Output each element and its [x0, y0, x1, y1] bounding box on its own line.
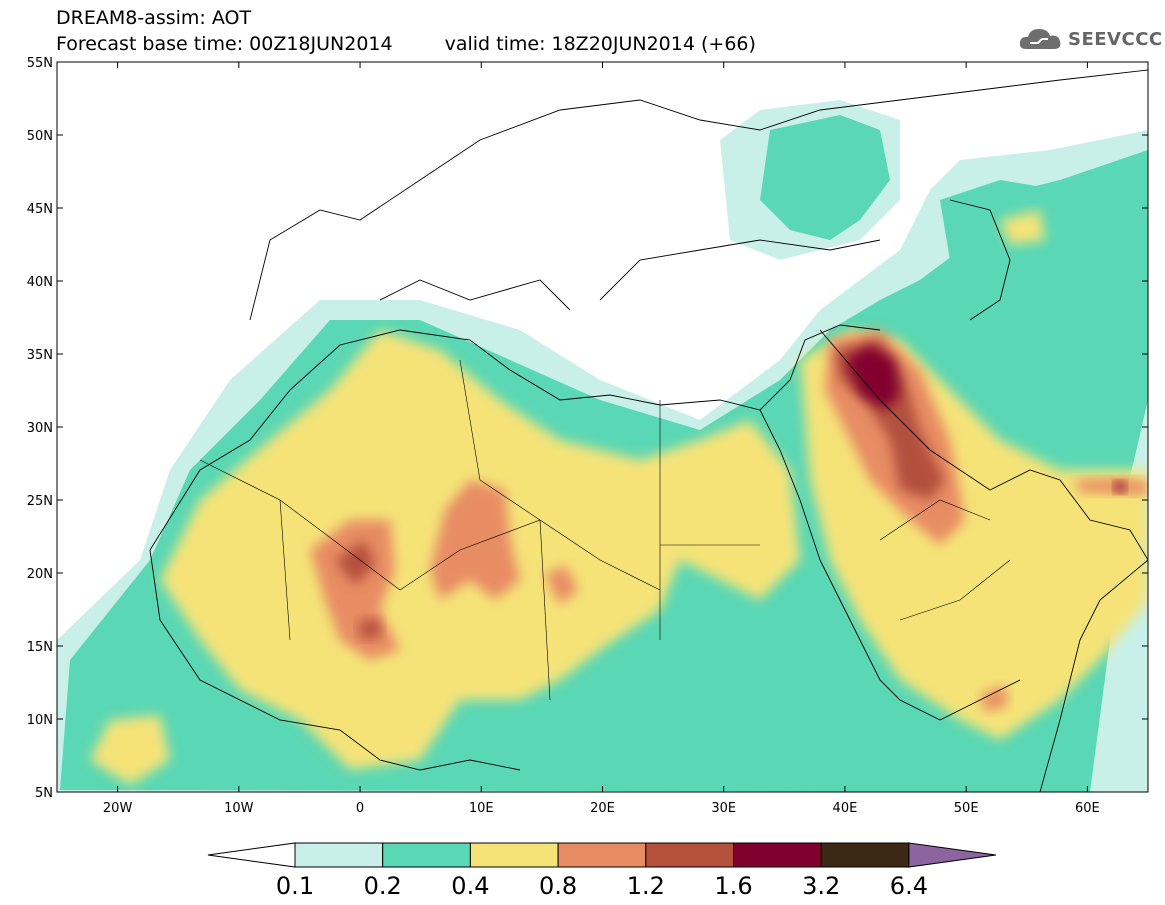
colorbar-label: 1.2	[626, 872, 665, 900]
lat-tick-label: 40N	[27, 275, 53, 290]
colorbar-label: 3.2	[802, 872, 841, 900]
lon-tick-label: 30E	[711, 801, 736, 816]
lon-tick-label: 0	[356, 801, 364, 816]
lat-tick-label: 45N	[27, 202, 53, 217]
colorbar-box	[645, 842, 734, 868]
lat-tick-label: 10N	[27, 713, 53, 728]
colorbar-label: 0.4	[451, 872, 490, 900]
lat-tick-label: 20N	[27, 567, 53, 582]
lat-tick-label: 5N	[35, 786, 53, 801]
lat-tick-label: 35N	[27, 348, 53, 363]
colorbar-label: 1.6	[714, 872, 753, 900]
lat-tick-label: 50N	[27, 129, 53, 144]
base-time: Forecast base time: 00Z18JUN2014	[56, 33, 393, 55]
lon-tick-label: 20E	[590, 801, 615, 816]
aot-contour-0-2b	[760, 115, 890, 240]
colorbar-low-triangle	[207, 842, 296, 868]
aot-field	[57, 100, 1148, 792]
chart-title: DREAM8-assim: AOT	[56, 7, 252, 29]
colorbar-box	[820, 842, 910, 868]
lat-tick-label: 25N	[27, 494, 53, 509]
lon-tick-label: 20W	[103, 801, 133, 816]
colorbar-box	[733, 842, 822, 868]
lon-tick-label: 10E	[469, 801, 494, 816]
aot-contour-0-8c	[545, 565, 578, 605]
colorbar-high-triangle	[908, 842, 996, 868]
lat-tick-label: 55N	[27, 56, 53, 71]
colorbar-box	[294, 842, 384, 868]
coastlines	[149, 69, 1148, 792]
aot-contour-0-8f	[980, 685, 1008, 712]
aot-contour-0-8e	[1075, 478, 1148, 495]
colorbar-box	[469, 842, 559, 868]
colorbar-label: 6.4	[889, 872, 928, 900]
aot-contour-0-4c	[90, 715, 170, 785]
lon-axis: 20W 10W 0 10E 20E 30E 40E 50E 60E	[103, 62, 1100, 816]
lat-axis: 5N 10N 15N 20N 25N 30N 35N 40N 45N 50N 55N	[27, 56, 1148, 801]
aot-contour-0-2c	[940, 160, 1140, 330]
lon-tick-label: 40E	[833, 801, 858, 816]
colorbar-label: 0.1	[275, 872, 315, 900]
lon-tick-label: 60E	[1075, 801, 1100, 816]
colorbar-label: 0.8	[539, 872, 578, 900]
country-borders	[199, 359, 1011, 701]
lat-tick-label: 15N	[27, 640, 53, 655]
colorbar-box	[557, 842, 647, 868]
lon-tick-label: 50E	[954, 801, 979, 816]
cloud-icon	[1019, 29, 1061, 49]
aot-contour-0-4d	[1000, 210, 1045, 245]
colorbar	[207, 842, 996, 868]
aot-contour-1-6	[845, 345, 900, 410]
valid-time: valid time: 18Z20JUN2014 (+66)	[444, 33, 756, 55]
aot-contour-0-8b	[430, 480, 520, 600]
seevccc-logo: SEEVCCC	[1018, 24, 1163, 54]
chart-subtitle: Forecast base time: 00Z18JUN2014 valid ti…	[56, 34, 756, 54]
colorbar-box	[382, 842, 471, 868]
lon-tick-label: 10W	[224, 801, 254, 816]
aot-contour-1-2	[335, 540, 375, 585]
aot-contour-1-2b	[358, 618, 382, 640]
colorbar-label: 0.2	[363, 872, 402, 900]
aot-contour-1-6b	[1114, 481, 1126, 493]
lat-tick-label: 30N	[27, 421, 53, 436]
logo-text: SEEVCCC	[1068, 28, 1163, 50]
